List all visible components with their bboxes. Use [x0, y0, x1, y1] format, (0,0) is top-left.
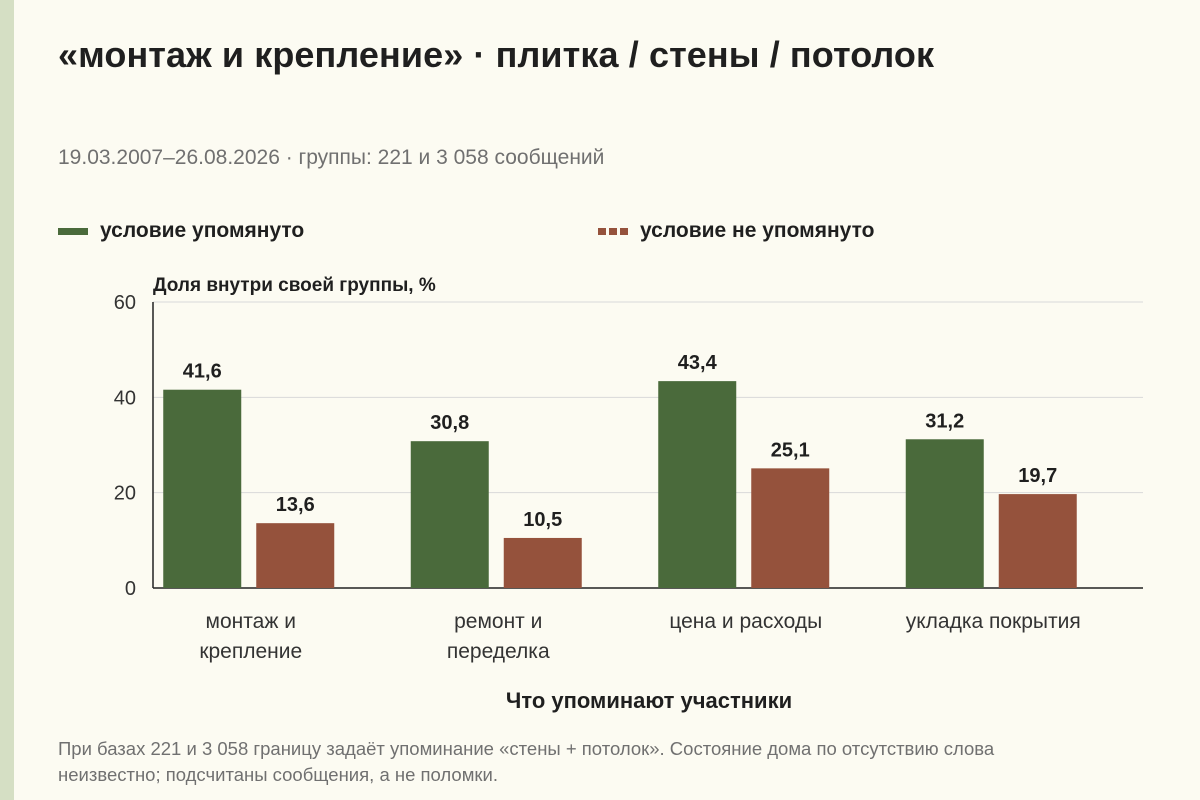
legend-swatch-solid-icon — [58, 227, 88, 235]
y-axis-title: Доля внутри своей группы, % — [153, 275, 436, 296]
legend-label-mentioned: условие упомянуто — [100, 219, 305, 242]
chart-title: «монтаж и крепление» · плитка / стены / … — [58, 34, 935, 75]
grid-lines — [153, 301, 1143, 494]
x-category-label: крепление — [199, 640, 302, 663]
bar-mentioned — [410, 441, 489, 588]
x-category-label: укладка покрытия — [906, 610, 1081, 633]
legend-swatch-dashed-icon — [598, 227, 628, 235]
y-tick-label: 0 — [125, 578, 136, 600]
bar-value-label: 25,1 — [771, 439, 810, 461]
x-axis-title: Что упоминают участники — [506, 688, 792, 713]
bar-mentioned — [163, 389, 242, 588]
bar-value-label: 10,5 — [523, 509, 562, 531]
x-category-label: монтаж и — [206, 610, 296, 633]
x-category-label: переделка — [447, 640, 550, 663]
bar-value-label: 31,2 — [925, 410, 964, 432]
labels: 41,6 13,6 монтаж и крепление 30,8 10,5 ремонт … — [183, 352, 1081, 663]
bar-value-label: 43,4 — [678, 352, 718, 374]
x-category-label: ремонт и — [454, 610, 542, 633]
bar-not-mentioned — [256, 523, 335, 588]
left-accent-stripe — [0, 0, 14, 800]
x-category-label: цена и расходы — [669, 610, 822, 633]
footnote: При базах 221 и 3 058 границу задаёт упо… — [58, 738, 995, 785]
legend-item-not-mentioned: условие не упомянуто — [598, 219, 874, 243]
bar-mentioned — [905, 439, 984, 588]
bar-value-label: 30,8 — [430, 412, 469, 434]
bar-value-label: 19,7 — [1018, 465, 1057, 487]
bar-not-mentioned — [751, 468, 830, 588]
legend-label-not-mentioned: условие не упомянуто — [640, 219, 875, 242]
y-tick-label: 60 — [114, 292, 136, 314]
y-tick-label: 40 — [114, 387, 136, 409]
bar-value-label: 13,6 — [276, 494, 315, 516]
legend-item-mentioned: условие упомянуто — [58, 219, 304, 243]
bar-not-mentioned — [998, 494, 1077, 588]
bars — [163, 381, 1077, 588]
y-tick-label: 20 — [114, 483, 136, 505]
bar-not-mentioned — [503, 537, 582, 588]
chart-subtitle: 19.03.2007–26.08.2026 · группы: 221 и 3 … — [58, 146, 605, 169]
bar-value-label: 41,6 — [183, 361, 222, 383]
bar-mentioned — [658, 381, 737, 588]
